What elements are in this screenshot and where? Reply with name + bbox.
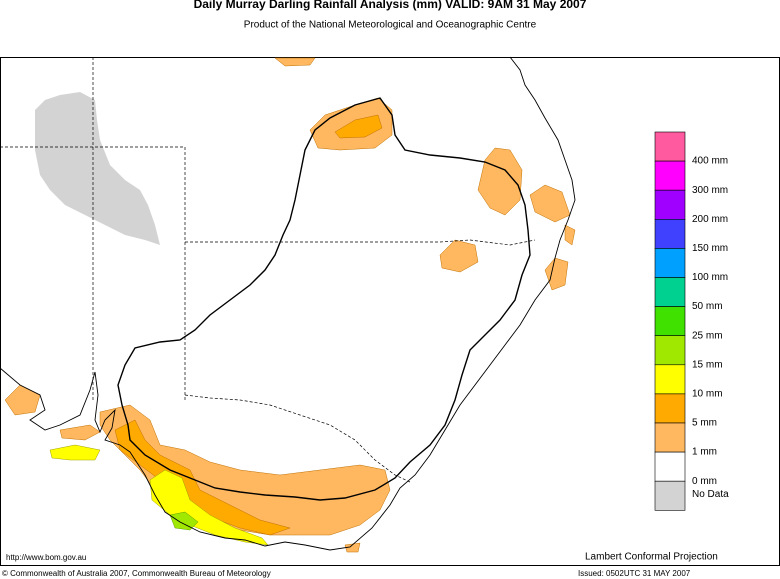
legend-swatch	[654, 277, 686, 307]
legend-swatch	[654, 364, 686, 395]
legend-label: 25 mm	[692, 330, 723, 341]
legend-label: 10 mm	[692, 389, 723, 400]
legend-swatch	[654, 189, 686, 220]
state-border	[184, 394, 411, 483]
legend-label: 0 mm	[692, 476, 717, 487]
legend-swatch	[654, 422, 686, 453]
legend-label: 100 mm	[692, 272, 728, 283]
legend-swatch	[654, 335, 686, 366]
legend-swatch	[654, 480, 686, 511]
legend-label: 50 mm	[692, 301, 723, 312]
coastline	[0, 56, 576, 551]
projection: Lambert Conformal Projection	[585, 552, 718, 563]
legend-label: 1 mm	[692, 447, 717, 458]
rainfall-10-15mm	[49, 444, 101, 461]
legend-swatch	[654, 248, 686, 278]
legend-label: 200 mm	[692, 214, 728, 225]
legend-label: No Data	[692, 489, 729, 500]
legend: 400 mm 300 mm 200 mm 150 mm 100 mm 50 mm 25 mm…	[654, 131, 729, 511]
no-data-area	[35, 92, 160, 245]
subtitle: Product of the National Meteorological a…	[244, 20, 537, 31]
state-border	[185, 239, 536, 246]
legend-swatch	[654, 131, 686, 162]
legend-label: 150 mm	[692, 243, 728, 254]
legend-swatch	[654, 219, 686, 249]
source-url: http://www.bom.gov.au	[6, 553, 86, 562]
legend-swatch	[654, 160, 686, 191]
rainfall-15-25mm	[169, 511, 199, 531]
legend-label: 5 mm	[692, 418, 717, 429]
copyright: © Commonwealth of Australia 2007, Common…	[2, 569, 271, 578]
legend-swatch	[654, 451, 686, 482]
issued: Issued: 0502UTC 31 MAY 2007	[578, 569, 691, 578]
title: Daily Murray Darling Rainfall Analysis (…	[194, 0, 587, 11]
legend-label: 15 mm	[692, 359, 723, 370]
legend-swatch	[654, 393, 686, 424]
state-border	[0, 146, 186, 400]
basin-boundary	[117, 97, 531, 501]
legend-swatch	[654, 306, 686, 337]
rainfall-5-10mm	[334, 114, 383, 139]
legend-label: 300 mm	[692, 185, 728, 196]
legend-label: 400 mm	[692, 156, 728, 167]
